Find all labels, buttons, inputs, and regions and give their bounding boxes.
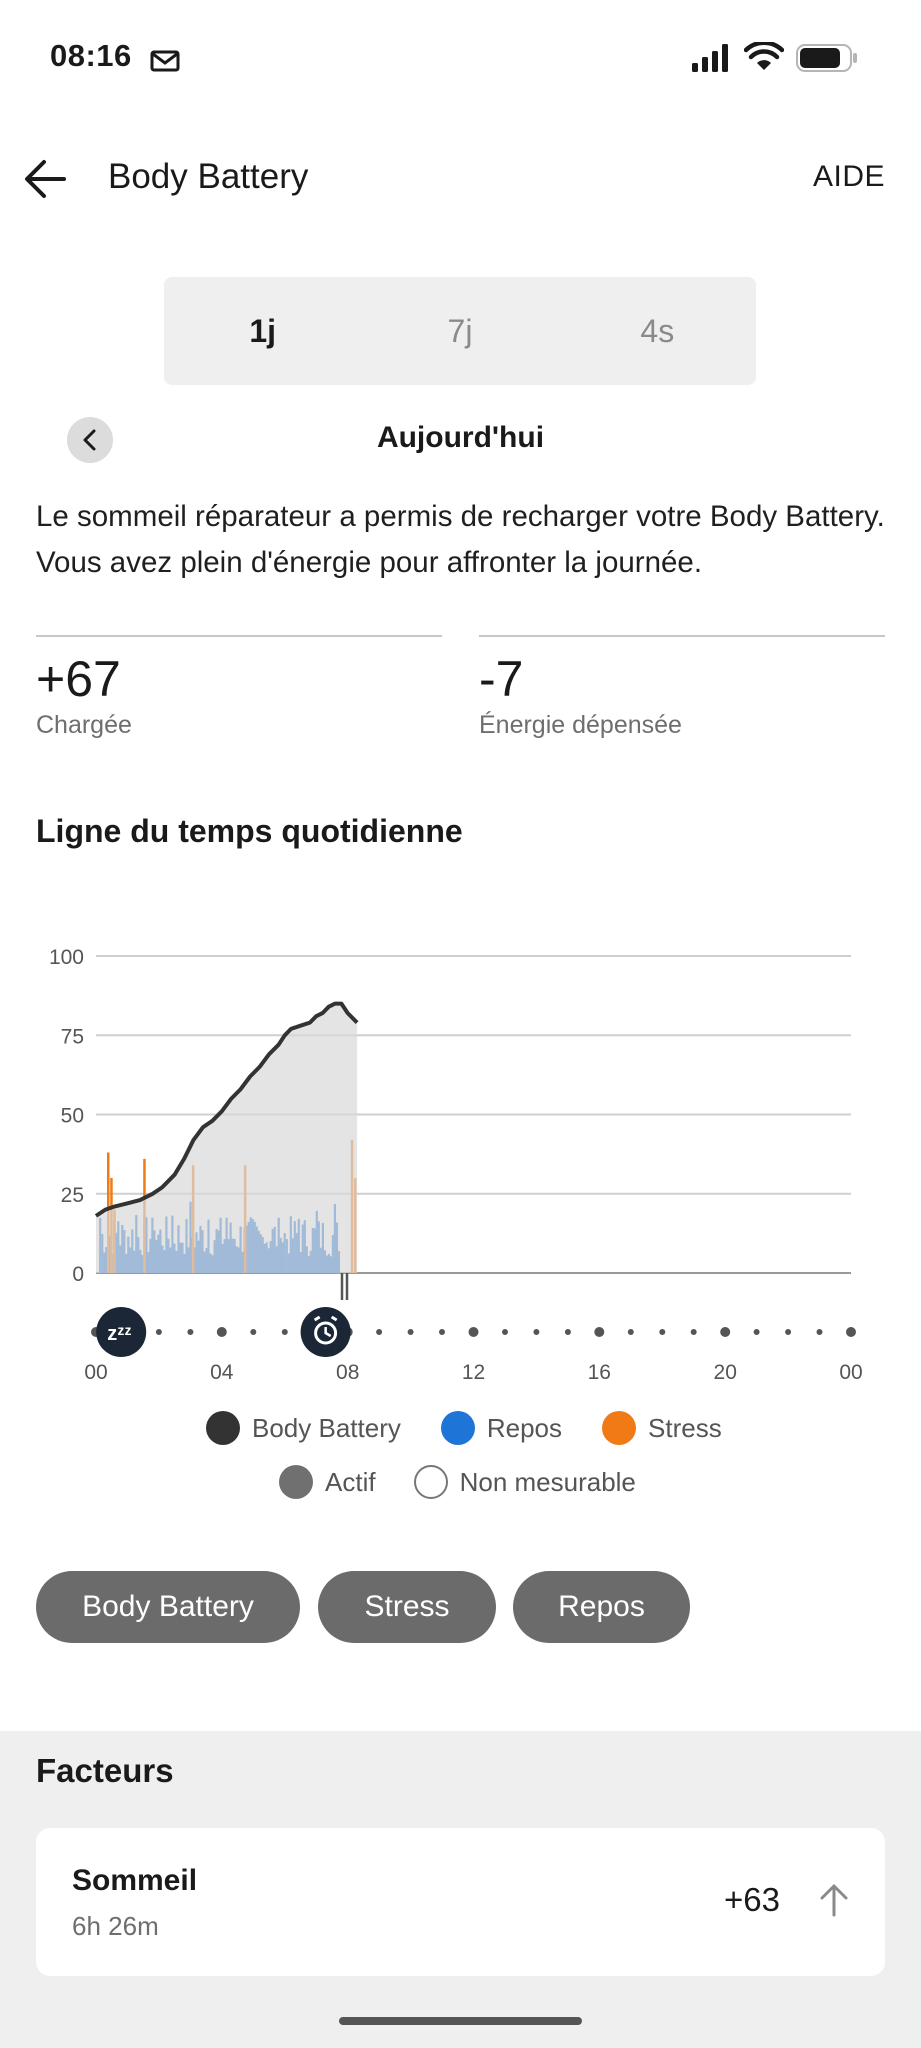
hour-dot	[407, 1329, 414, 1335]
marker-circle	[96, 1307, 147, 1357]
hour-dot	[187, 1329, 194, 1335]
hour-dot	[594, 1327, 605, 1337]
legend-swatch	[279, 1465, 313, 1499]
chevron-left-icon	[83, 429, 96, 451]
legend-item: Actif	[279, 1465, 376, 1499]
drained-value: -7	[479, 651, 524, 707]
clock-bell	[330, 1315, 338, 1322]
hour-dot	[281, 1329, 288, 1335]
body-battery-area	[96, 1003, 358, 1273]
hour-dot	[846, 1327, 856, 1337]
page-title: Body Battery	[108, 157, 309, 196]
hour-dot	[564, 1329, 571, 1335]
charged-value: +67	[36, 651, 121, 707]
hour-dot	[155, 1329, 162, 1335]
hour-dot	[659, 1329, 666, 1335]
hour-dot	[376, 1329, 383, 1335]
period-tabs: 1j 7j 4s	[164, 277, 756, 385]
help-button[interactable]: AIDE	[812, 160, 885, 193]
factor-value: +63	[724, 1881, 780, 1918]
clock-hands	[324, 1327, 332, 1338]
drained-label: Énergie dépensée	[479, 711, 682, 739]
zzz-glyph: zᶻᶻ	[107, 1323, 131, 1345]
arrow-up-icon	[820, 1884, 848, 1917]
y-tick-label: 100	[49, 946, 84, 969]
y-tick-label: 0	[72, 1263, 84, 1286]
legend-label: Actif	[325, 1466, 376, 1497]
chip-stress[interactable]: Stress	[318, 1571, 496, 1643]
clock-bell	[313, 1315, 321, 1322]
hour-dot	[690, 1329, 697, 1335]
current-time-marker	[340, 1273, 349, 1300]
legend-row-1: Body Battery Repos Stress	[206, 1411, 722, 1445]
x-tick-label: 00	[84, 1361, 107, 1384]
legend-swatch	[602, 1411, 637, 1445]
divider	[36, 635, 442, 637]
tab-4s[interactable]: 4s	[640, 312, 675, 349]
legend-row-2: Actif Non mesurable	[279, 1465, 636, 1499]
hour-dot	[753, 1329, 760, 1335]
hour-dot	[627, 1329, 634, 1335]
legend-item: Non mesurable	[413, 1465, 636, 1499]
legend-item: Body Battery	[206, 1411, 401, 1445]
legend-item: Stress	[602, 1411, 722, 1445]
hour-dot	[785, 1329, 792, 1335]
legend-swatch	[413, 1465, 448, 1499]
legend-item: Repos	[440, 1411, 563, 1445]
chip-body-battery[interactable]: Body Battery	[36, 1571, 300, 1643]
date-label: Aujourd'hui	[376, 421, 545, 454]
factor-card-sleep[interactable]	[36, 1828, 885, 1976]
battery-icon	[796, 44, 857, 72]
sleep-zzz-icon: zᶻᶻ	[96, 1307, 147, 1357]
y-tick-label: 50	[61, 1105, 84, 1128]
hour-dot	[250, 1329, 257, 1335]
hour-dot	[468, 1327, 479, 1337]
x-tick-label: 00	[839, 1361, 862, 1384]
legend-label: Repos	[486, 1412, 563, 1443]
hour-dot	[533, 1329, 540, 1335]
timeline-title: Ligne du temps quotidienne	[36, 813, 463, 849]
status-time: 08:16	[50, 38, 132, 73]
legend-label: Body Battery	[252, 1412, 401, 1443]
x-tick-label: 08	[336, 1361, 359, 1384]
legend-swatch	[206, 1411, 240, 1445]
factors-title: Facteurs	[36, 1752, 174, 1789]
charged-label: Chargée	[36, 711, 132, 739]
factor-name: Sommeil	[72, 1864, 198, 1897]
x-tick-label: 12	[462, 1361, 485, 1384]
mail-icon	[150, 50, 180, 72]
wifi-icon	[744, 42, 784, 70]
hour-dot	[216, 1327, 227, 1337]
home-indicator	[339, 2017, 582, 2025]
summary-text: Le sommeil réparateur a permis de rechar…	[36, 500, 885, 579]
legend-label: Non mesurable	[459, 1466, 636, 1497]
clock-face	[314, 1321, 338, 1345]
hour-dot	[439, 1329, 445, 1335]
hour-dot	[720, 1327, 731, 1337]
signal-icon	[692, 44, 728, 72]
hour-dot	[502, 1329, 508, 1335]
tab-7j[interactable]: 7j	[447, 312, 473, 349]
x-tick-label: 20	[714, 1361, 737, 1384]
alarm-clock-icon	[300, 1307, 351, 1357]
hour-dot	[816, 1329, 823, 1335]
arrow-left-icon[interactable]	[22, 158, 68, 200]
chip-rest[interactable]: Repos	[513, 1571, 690, 1643]
body-battery-chart[interactable]: 100 75 50 25 0 zᶻᶻ 00 04 08 12 16 20 00	[0, 900, 921, 1400]
y-tick-label: 75	[61, 1025, 84, 1048]
factor-duration: 6h 26m	[72, 1911, 159, 1941]
x-tick-label: 16	[588, 1361, 611, 1384]
tab-1j[interactable]: 1j	[249, 312, 276, 349]
body-battery-line	[94, 1001, 359, 1218]
y-tick-label: 25	[61, 1184, 84, 1207]
legend-swatch	[440, 1411, 475, 1445]
divider	[479, 635, 885, 637]
x-tick-label: 04	[210, 1361, 234, 1384]
legend-label: Stress	[648, 1412, 722, 1443]
previous-day-button[interactable]	[67, 417, 113, 463]
